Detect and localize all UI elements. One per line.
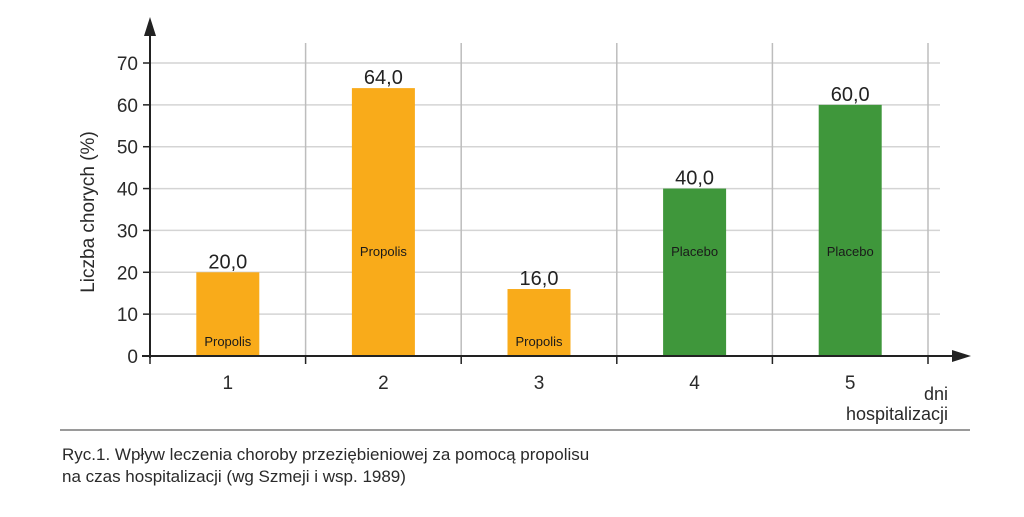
y-tick-labels: 0 10 20 30 40 50 60 70 bbox=[117, 54, 150, 368]
bar-1 bbox=[196, 272, 260, 356]
y-tick-label: 20 bbox=[117, 263, 138, 284]
figure-caption: Ryc.1. Wpływ leczenia choroby przeziębie… bbox=[62, 444, 589, 488]
y-tick-label: 60 bbox=[117, 96, 138, 117]
bar-value-label: 40,0 bbox=[675, 168, 714, 190]
caption-divider bbox=[60, 429, 970, 431]
y-tick-label: 30 bbox=[117, 221, 138, 242]
bar-value-label: 60,0 bbox=[831, 84, 870, 106]
bar-group-label: Placebo bbox=[827, 244, 874, 259]
bar-value-label: 20,0 bbox=[208, 251, 247, 273]
y-axis-arrow-icon bbox=[144, 17, 156, 36]
x-axis-label-line2: hospitalizacji bbox=[846, 404, 948, 424]
y-tick-label: 0 bbox=[127, 347, 138, 368]
bar-4 bbox=[663, 188, 727, 356]
bar-5 bbox=[818, 104, 882, 356]
caption-line-2: na czas hospitalizacji (wg Szmeji i wsp.… bbox=[62, 467, 406, 486]
bar-value-label: 16,0 bbox=[520, 268, 559, 290]
bar-group-label: Propolis bbox=[360, 244, 407, 259]
x-tick-label: 2 bbox=[378, 373, 389, 394]
x-axis-arrow-icon bbox=[952, 350, 971, 362]
x-axis-label-line1: dni bbox=[924, 384, 948, 404]
x-tick-label: 5 bbox=[845, 373, 856, 394]
x-tick-label: 1 bbox=[223, 373, 234, 394]
bar-group-label: Placebo bbox=[671, 244, 718, 259]
y-tick-label: 50 bbox=[117, 138, 138, 159]
bar-group-label: Propolis bbox=[516, 334, 563, 349]
caption-line-1: Ryc.1. Wpływ leczenia choroby przeziębie… bbox=[62, 445, 590, 464]
axes bbox=[142, 17, 971, 362]
bar-3 bbox=[507, 289, 571, 356]
gridlines bbox=[150, 43, 940, 356]
x-tick-labels: 1 2 3 4 5 bbox=[149, 356, 929, 394]
x-tick-label: 4 bbox=[689, 373, 700, 394]
bar-chart: 20,0 Propolis 64,0 Propolis 16,0 Propolis 40,0… bbox=[78, 17, 971, 424]
bar-group-label: Propolis bbox=[204, 334, 251, 349]
x-tick-label: 3 bbox=[534, 373, 545, 394]
y-axis-label: Liczba chorych (%) bbox=[78, 131, 99, 293]
y-tick-label: 10 bbox=[117, 305, 138, 326]
bar-2 bbox=[351, 88, 415, 356]
y-tick-label: 40 bbox=[117, 180, 138, 201]
y-tick-label: 70 bbox=[117, 54, 138, 75]
bar-value-label: 64,0 bbox=[364, 67, 403, 89]
bars: 20,0 Propolis 64,0 Propolis 16,0 Propolis 40,0… bbox=[196, 67, 882, 356]
